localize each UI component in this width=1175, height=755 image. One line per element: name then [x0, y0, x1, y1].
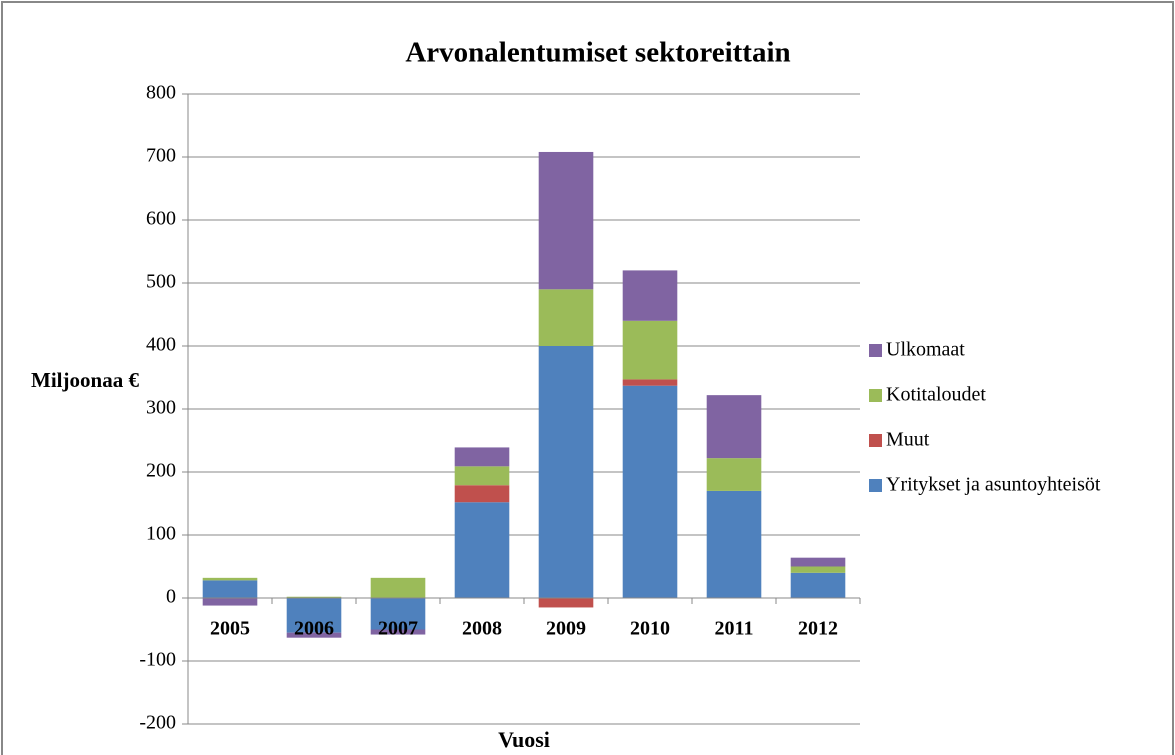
legend-label: Yritykset ja asuntoyhteisöt: [886, 474, 1101, 496]
chart-title: Arvonalentumiset sektoreittain: [405, 37, 790, 69]
x-tick-label: 2011: [715, 618, 754, 640]
x-tick-label: 2006: [294, 618, 334, 640]
x-tick-label: 2010: [630, 618, 670, 640]
bar-segment: [538, 598, 594, 608]
bar-segment: [790, 566, 846, 573]
y-axis-label: Miljoonaa €: [31, 368, 139, 392]
y-tick-label: -200: [139, 712, 176, 734]
bar-segment: [790, 572, 846, 598]
y-tick-label: 300: [146, 397, 176, 419]
y-tick-label: 500: [146, 271, 176, 293]
bar-segment: [202, 580, 258, 598]
y-tick-label: 200: [146, 460, 176, 482]
bar-segment: [454, 466, 510, 486]
bar-segment: [454, 447, 510, 467]
y-tick-label: 100: [146, 523, 176, 545]
bar-segment: [286, 632, 342, 638]
bar-segment: [706, 490, 762, 598]
bar-segment: [622, 320, 678, 380]
y-tick-label: 400: [146, 334, 176, 356]
bar-segment: [706, 458, 762, 491]
bar-segment: [286, 596, 342, 598]
bar-segment: [790, 557, 846, 567]
bar-segment: [370, 577, 426, 598]
y-tick-label: 700: [146, 145, 176, 167]
bar-segment: [622, 385, 678, 598]
bar-segment: [538, 289, 594, 346]
x-tick-label: 2005: [210, 618, 250, 640]
y-tick-label: 800: [146, 82, 176, 104]
bar-segment: [454, 502, 510, 598]
legend-swatch: [869, 389, 882, 402]
bar-segment: [370, 598, 426, 630]
bar-segment: [706, 395, 762, 459]
x-tick-label: 2009: [546, 618, 586, 640]
bar-segment: [286, 598, 342, 633]
legend-label: Kotitaloudet: [886, 384, 986, 406]
bar-segment: [622, 379, 678, 386]
x-tick-label: 2008: [462, 618, 502, 640]
y-tick-label: -100: [139, 649, 176, 671]
legend-swatch: [869, 479, 882, 492]
x-axis-label: Vuosi: [498, 727, 550, 752]
bar-segment: [202, 577, 258, 581]
x-tick-label: 2012: [798, 618, 838, 640]
y-tick-label: 600: [146, 208, 176, 230]
legend-swatch: [869, 434, 882, 447]
bar-segment: [538, 346, 594, 598]
bar-segment: [370, 629, 426, 635]
x-tick-label: 2007: [378, 618, 418, 640]
bar-segment: [202, 598, 258, 606]
y-tick-label: 0: [166, 586, 176, 608]
legend-label: Muut: [886, 429, 930, 451]
bar-segment: [538, 151, 594, 290]
legend-swatch: [869, 344, 882, 357]
bar-segment: [622, 270, 678, 321]
bar-segment: [454, 485, 510, 503]
legend-label: Ulkomaat: [886, 339, 965, 361]
